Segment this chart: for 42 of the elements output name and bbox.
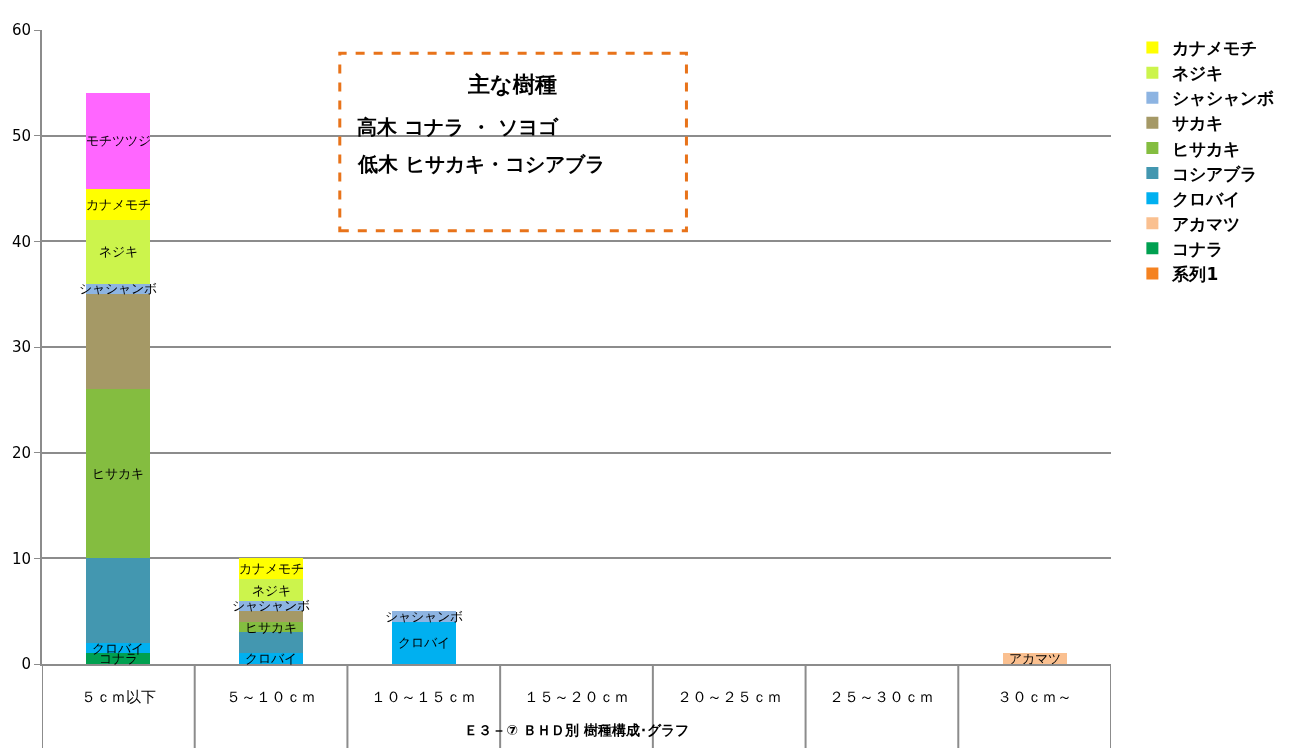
data-label: ネジキ [252, 583, 291, 598]
x-tick-label: ５～１０ｃｍ [226, 688, 317, 706]
data-label: シャシャンボ [232, 598, 310, 613]
data-label: ヒサカキ [245, 620, 297, 635]
legend-label: サカキ [1172, 113, 1224, 134]
data-label: カナメモチ [86, 197, 151, 212]
annotation: 低木 ヒサカキ・コシアブラ [357, 152, 605, 176]
annotation: 主な樹種 [467, 72, 557, 97]
data-label: ヒサカキ [92, 466, 144, 481]
y-tick-label: 10 [11, 549, 31, 568]
y-tick-label: 40 [11, 232, 31, 251]
legend-label: コナラ [1172, 238, 1224, 259]
annotation: 高木 コナラ ・ ソヨゴ [357, 115, 559, 139]
data-label: カナメモチ [239, 561, 304, 576]
data-label: モチツツジ [86, 133, 151, 148]
y-tick-label: 50 [11, 126, 31, 145]
legend-label: ヒサカキ [1172, 138, 1241, 159]
x-tick-label: １５～２０ｃｍ [524, 688, 629, 706]
data-label: シャシャンボ [79, 281, 157, 296]
x-tick-label: １０～１５ｃｍ [371, 688, 477, 706]
legend-label: ネジキ [1172, 63, 1224, 84]
data-label: ネジキ [99, 244, 138, 259]
y-tick-label: 30 [11, 338, 31, 357]
y-tick-label: 20 [11, 443, 31, 462]
data-label: アカマツ [1009, 651, 1061, 666]
x-tick-label: ２５～３０ｃｍ [829, 688, 935, 706]
legend-label: シャシャンボ [1172, 88, 1275, 109]
data-label: クロバイ [245, 651, 297, 666]
legend-label: コシアブラ [1172, 163, 1258, 184]
legend-label: クロバイ [1172, 188, 1241, 209]
x-axis-title: Ｅ３－⑦ ＢＨＤ別 樹種構成･グラフ [464, 721, 689, 738]
y-tick-label: 0 [21, 655, 31, 674]
legend-label: カナメモチ [1172, 38, 1258, 59]
legend-label: 系列1 [1171, 264, 1219, 285]
legend-label: アカマツ [1172, 213, 1241, 234]
x-tick-label: ２０～２５ｃｍ [676, 688, 782, 706]
x-tick-label: ５ｃｍ以下 [80, 688, 156, 706]
x-tick-label: ３０ｃｍ～ [997, 688, 1073, 706]
data-label: クロバイ [398, 635, 450, 650]
data-label: クロバイ [92, 641, 144, 656]
y-tick-label: 60 [11, 21, 31, 40]
data-label: シャシャンボ [385, 609, 463, 624]
